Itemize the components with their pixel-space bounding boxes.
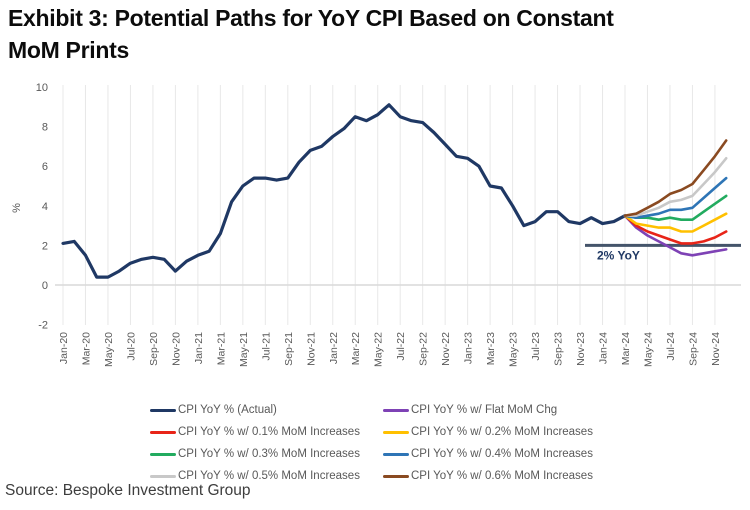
y-axis-title: %	[11, 203, 23, 213]
x-tick-label: Jan-22	[328, 332, 340, 364]
chart-legend: CPI YoY % (Actual) CPI YoY % w/ Flat MoM …	[150, 399, 630, 487]
series-line-1	[623, 214, 728, 257]
legend-row: CPI YoY % (Actual) CPI YoY % w/ Flat MoM …	[150, 399, 630, 421]
legend-swatch	[383, 408, 409, 412]
legend-swatch	[150, 452, 176, 456]
legend-row: CPI YoY % w/ 0.1% MoM Increases CPI YoY %…	[150, 421, 630, 443]
x-tick-label: Jul-23	[530, 332, 542, 361]
x-tick-label: Mar-22	[350, 332, 362, 365]
x-tick-label: May-20	[103, 332, 115, 367]
x-tick-label: Sep-24	[687, 332, 699, 366]
x-tick-label: May-21	[238, 332, 250, 367]
x-tick-label: May-24	[642, 332, 654, 367]
x-tick-label: Nov-24	[710, 332, 722, 366]
legend-item: CPI YoY % w/ 0.6% MoM Increases	[383, 470, 593, 482]
legend-swatch	[150, 408, 176, 412]
legend-label: CPI YoY % w/ 0.2% MoM Increases	[411, 426, 593, 438]
y-tick-label: 10	[36, 82, 48, 94]
x-tick-label: Nov-22	[440, 332, 452, 366]
x-tick-label: May-22	[373, 332, 385, 367]
series-line-7	[623, 139, 728, 217]
x-tick-label: Sep-20	[148, 332, 160, 366]
legend-label: CPI YoY % w/ 0.3% MoM Increases	[178, 448, 360, 460]
x-tick-label: Jul-22	[395, 332, 407, 361]
legend-item: CPI YoY % (Actual)	[150, 404, 383, 416]
exhibit-title: Exhibit 3: Potential Paths for YoY CPI B…	[8, 2, 748, 66]
source-text: Source: Bespoke Investment Group	[5, 482, 251, 499]
legend-swatch	[150, 474, 176, 478]
series-line-3	[623, 212, 728, 233]
legend-item: CPI YoY % w/ Flat MoM Chg	[383, 404, 557, 416]
x-tick-label: Jan-24	[598, 332, 610, 364]
legend-item: CPI YoY % w/ 0.2% MoM Increases	[383, 426, 593, 438]
legend-label: CPI YoY % w/ 0.1% MoM Increases	[178, 426, 360, 438]
x-tick-label: Jan-23	[463, 332, 475, 364]
y-tick-label: -2	[38, 320, 48, 332]
x-tick-label: Sep-22	[418, 332, 430, 366]
legend-label: CPI YoY % w/ 0.5% MoM Increases	[178, 470, 360, 482]
x-tick-label: Sep-23	[553, 332, 565, 366]
series-line-0	[61, 103, 627, 279]
cpi-paths-chart: 10 8 6 4 2 0 -2% Jan-20 Mar-20 May-20 Jul-20 Sep-20…	[11, 82, 741, 367]
y-tick-label: 6	[42, 161, 48, 173]
legend-swatch	[383, 430, 409, 434]
legend-row: CPI YoY % w/ 0.5% MoM Increases CPI YoY %…	[150, 465, 630, 487]
exhibit-title-line2: MoM Prints	[8, 37, 129, 63]
x-tick-label: Mar-24	[620, 332, 632, 365]
legend-row: CPI YoY % w/ 0.3% MoM Increases CPI YoY %…	[150, 443, 630, 465]
legend-swatch	[383, 452, 409, 456]
y-tick-label: 8	[42, 122, 48, 134]
legend-item: CPI YoY % w/ 0.4% MoM Increases	[383, 448, 593, 460]
legend-label: CPI YoY % (Actual)	[178, 404, 277, 416]
x-tick-label: Mar-20	[80, 332, 92, 365]
x-tick-label: Jan-20	[58, 332, 70, 364]
legend-label: CPI YoY % w/ 0.4% MoM Increases	[411, 448, 593, 460]
x-tick-label: Mar-21	[215, 332, 227, 365]
series-line-5	[623, 176, 728, 219]
legend-label: CPI YoY % w/ Flat MoM Chg	[411, 404, 558, 416]
x-tick-label: Nov-21	[305, 332, 317, 366]
x-tick-label: Jul-21	[260, 332, 272, 361]
legend-item: CPI YoY % w/ 0.3% MoM Increases	[150, 448, 383, 460]
x-tick-label: Jan-21	[193, 332, 205, 364]
x-tick-label: Nov-23	[575, 332, 587, 366]
series-line-6	[623, 157, 728, 217]
two-percent-annotation: 2% YoY	[597, 248, 640, 262]
x-tick-label: Jul-20	[125, 332, 137, 361]
x-tick-label: Jul-24	[665, 332, 677, 361]
legend-label: CPI YoY % w/ 0.6% MoM Increases	[411, 470, 593, 482]
x-tick-label: Nov-20	[170, 332, 182, 366]
exhibit-title-line1: Exhibit 3: Potential Paths for YoY CPI B…	[8, 5, 614, 31]
x-tick-label: Sep-21	[283, 332, 295, 366]
x-tick-label: May-23	[508, 332, 520, 367]
x-tick-label: Mar-23	[485, 332, 497, 365]
series-line-2	[623, 214, 728, 245]
legend-swatch	[383, 474, 409, 478]
legend-item: CPI YoY % w/ 0.1% MoM Increases	[150, 426, 383, 438]
y-tick-label: 4	[42, 201, 48, 213]
y-tick-label: 2	[42, 240, 48, 252]
y-tick-label: 0	[42, 280, 48, 292]
legend-item: CPI YoY % w/ 0.5% MoM Increases	[150, 470, 383, 482]
legend-swatch	[150, 430, 176, 434]
